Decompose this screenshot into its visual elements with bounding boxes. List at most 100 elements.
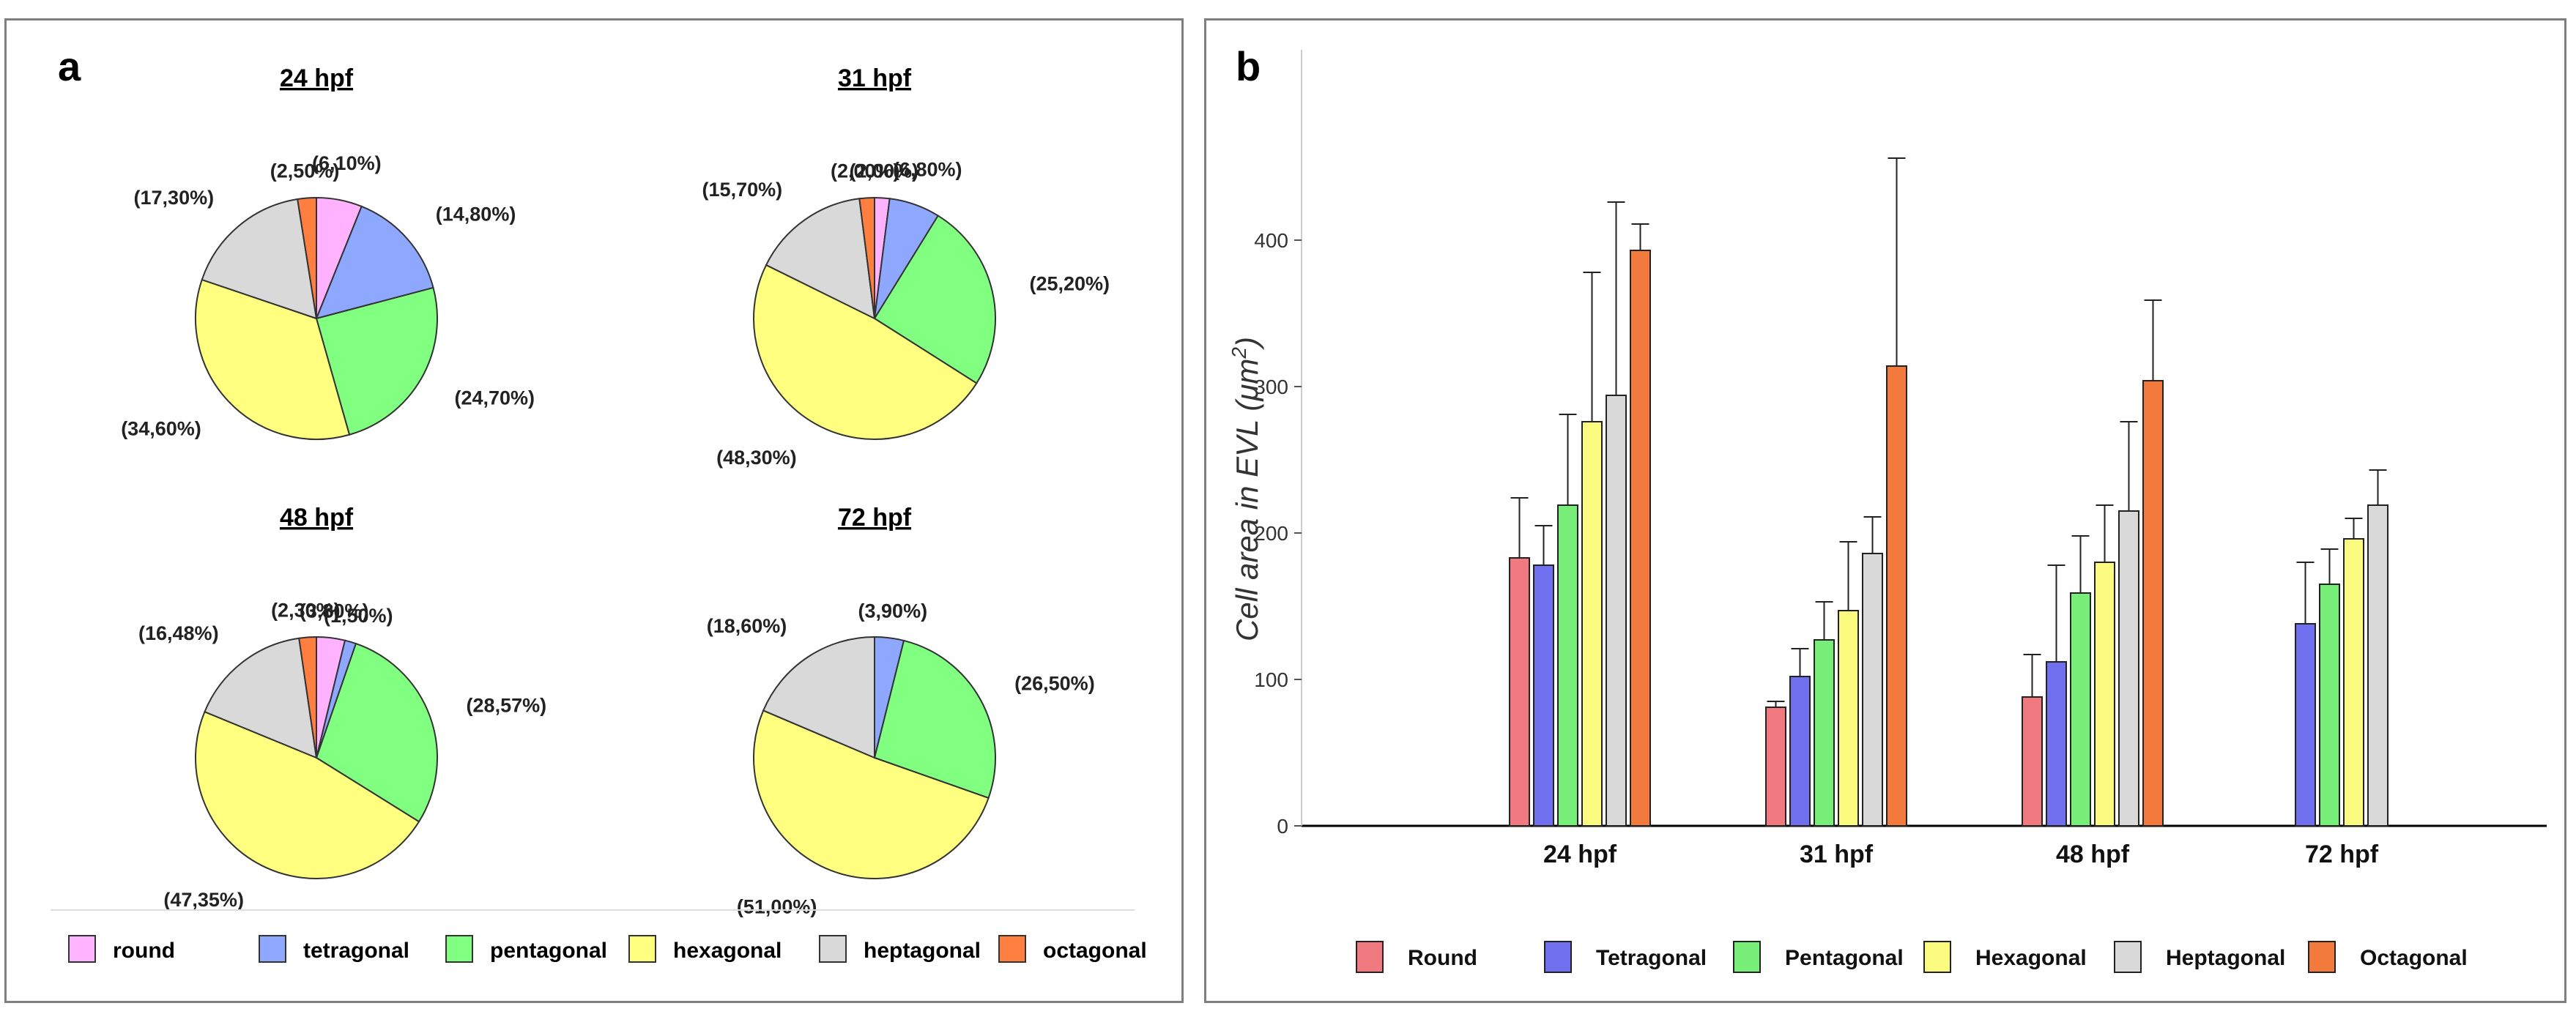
legend-label: Round	[1408, 946, 1477, 970]
bar	[1557, 504, 1578, 827]
legend-item-octagonal: Octagonal	[2308, 941, 2468, 973]
pie-slice-label: (2,00%)	[849, 160, 918, 182]
bar-tetragonal-0	[1533, 525, 1554, 827]
bar-octagonal-0	[1630, 223, 1651, 827]
bar	[2295, 623, 2316, 827]
bar-heptagonal-0	[1606, 201, 1627, 827]
pie-slice-octagonal	[858, 196, 875, 319]
bar	[2118, 510, 2139, 827]
pie-slice-label: (1,50%)	[324, 605, 393, 627]
legend-item-pentagonal: pentagonal	[445, 935, 607, 963]
pie-slice-label: (6,10%)	[312, 152, 382, 174]
bar-tetragonal-1	[1789, 648, 1811, 827]
bar	[1606, 395, 1627, 827]
y-axis-label: Cell area in EVL (μm2)	[1228, 337, 1264, 641]
bar-tetragonal-2	[2046, 564, 2067, 827]
y-tick-label: 200	[1254, 522, 1288, 545]
legend-item-tetragonal: Tetragonal	[1544, 941, 1707, 973]
legend-label: Octagonal	[2360, 946, 2468, 970]
pie-slice-heptagonal	[765, 198, 876, 320]
pie-slice-heptagonal	[201, 198, 318, 320]
legend-label: pentagonal	[490, 939, 607, 963]
pie-slice-heptagonal	[762, 636, 875, 759]
pie-slice-label: (14,80%)	[436, 203, 516, 225]
pie-slice-label: (34,60%)	[121, 418, 201, 440]
bar	[2046, 661, 2067, 827]
pie-slice-pentagonal	[873, 215, 996, 384]
panel-a-letter: a	[58, 43, 81, 89]
pie-slice-hexagonal	[753, 709, 990, 879]
x-tick-label: 31 hpf	[1800, 840, 1874, 868]
pie-3: 72 hpf (3,90%) (26,50%) (51,00%) (18,60%)	[707, 504, 1095, 917]
pie-slice-label: (26,50%)	[1014, 672, 1095, 694]
panel-b: b 0 100 200 300 400 Cell area in EVL (μm2) 24 …	[1204, 18, 2566, 1003]
bar-hexagonal-0	[1581, 272, 1603, 827]
legend-item-round: Round	[1356, 941, 1477, 973]
pie-slice-pentagonal	[315, 286, 438, 436]
pie-slice-hexagonal	[753, 264, 978, 440]
bar-pentagonal-2	[2070, 535, 2091, 827]
pie-1: 31 hpf (2,00%)(6,80%) (25,20%) (48,30%) (15,…	[702, 64, 1110, 469]
legend-swatch	[1356, 941, 1384, 973]
legend-swatch	[1544, 941, 1572, 973]
bar-pentagonal-0	[1557, 414, 1578, 827]
panel-b-letter: b	[1236, 43, 1261, 89]
pie-slice-label: (18,60%)	[707, 615, 787, 637]
panel-a: a 24 hpf (6,10%) (14,80%) (24,70%) (34,60%) (…	[4, 18, 1184, 1003]
bar	[2022, 696, 2043, 827]
bar	[1630, 250, 1651, 827]
legend-item-heptagonal: heptagonal	[819, 935, 981, 963]
pie-slice-label: (3,80%)	[300, 600, 369, 622]
pie-slice-hexagonal	[195, 710, 420, 879]
pie-slice-label: (51,00%)	[737, 895, 817, 917]
pie-title: 31 hpf	[838, 64, 912, 92]
bar-pentagonal-1	[1814, 601, 1835, 827]
legend-label: Heptagonal	[2166, 946, 2285, 970]
legend-label: tetragonal	[303, 939, 409, 963]
legend-item-octagonal: octagonal	[998, 935, 1147, 963]
pie-slice-label: (2,50%)	[270, 160, 340, 182]
pie-slice-pentagonal	[315, 642, 438, 823]
legend-label: Tetragonal	[1596, 946, 1707, 970]
legend-item-hexagonal: hexagonal	[628, 935, 782, 963]
pie-slice-label: (48,30%)	[716, 447, 797, 469]
bar	[2070, 592, 2091, 827]
bar-chart-figure: 0 100 200 300 400 Cell area in EVL (μm2) 24 hp…	[1228, 50, 2547, 973]
legend-swatch	[259, 935, 286, 963]
bar	[1789, 676, 1811, 827]
legend-item-round: round	[68, 935, 175, 963]
legend-item-tetragonal: tetragonal	[259, 935, 409, 963]
bar-round-1	[1765, 701, 1786, 827]
pie-slice-heptagonal	[204, 637, 318, 759]
bar-hexagonal-3	[2343, 518, 2364, 827]
pie-slice-label: (25,20%)	[1029, 272, 1110, 294]
pie-slice-label: (6,80%)	[893, 158, 962, 180]
pie-slice-label: (2,30%)	[271, 600, 341, 622]
pie-slice-label: (16,48%)	[138, 622, 219, 644]
legend-item-hexagonal: Hexagonal	[1923, 941, 2087, 973]
y-tick-label: 100	[1254, 668, 1288, 691]
pie-charts-figure: 24 hpf (6,10%) (14,80%) (24,70%) (34,60%) (17…	[51, 64, 1147, 963]
legend-item-heptagonal: Heptagonal	[2114, 941, 2285, 973]
bar	[2142, 380, 2164, 827]
bar-hexagonal-2	[2094, 504, 2115, 827]
y-tick-label: 400	[1254, 229, 1288, 252]
pie-title: 72 hpf	[838, 504, 912, 532]
legend-swatch	[445, 935, 473, 963]
legend-swatch	[998, 935, 1026, 963]
y-tick-label: 300	[1254, 376, 1288, 398]
pie-slice-tetragonal	[315, 205, 434, 320]
pie-slice-label: (15,70%)	[702, 179, 783, 201]
bar	[2319, 584, 2340, 827]
bar-octagonal-2	[2142, 299, 2164, 827]
legend-swatch	[1733, 941, 1761, 973]
pie-2: 48 hpf (3,80%)(1,50%) (28,57%) (47,35%) (16,…	[138, 504, 546, 911]
legend-label: Pentagonal	[1785, 946, 1904, 970]
bar	[1533, 564, 1554, 827]
bar-heptagonal-3	[2367, 469, 2388, 827]
legend-label: Hexagonal	[1975, 946, 2087, 970]
pie-0: 24 hpf (6,10%) (14,80%) (24,70%) (34,60%) (17…	[121, 64, 535, 440]
bar	[1862, 553, 1883, 827]
bar-tetragonal-3	[2295, 562, 2316, 827]
x-tick-label: 24 hpf	[1543, 840, 1617, 868]
